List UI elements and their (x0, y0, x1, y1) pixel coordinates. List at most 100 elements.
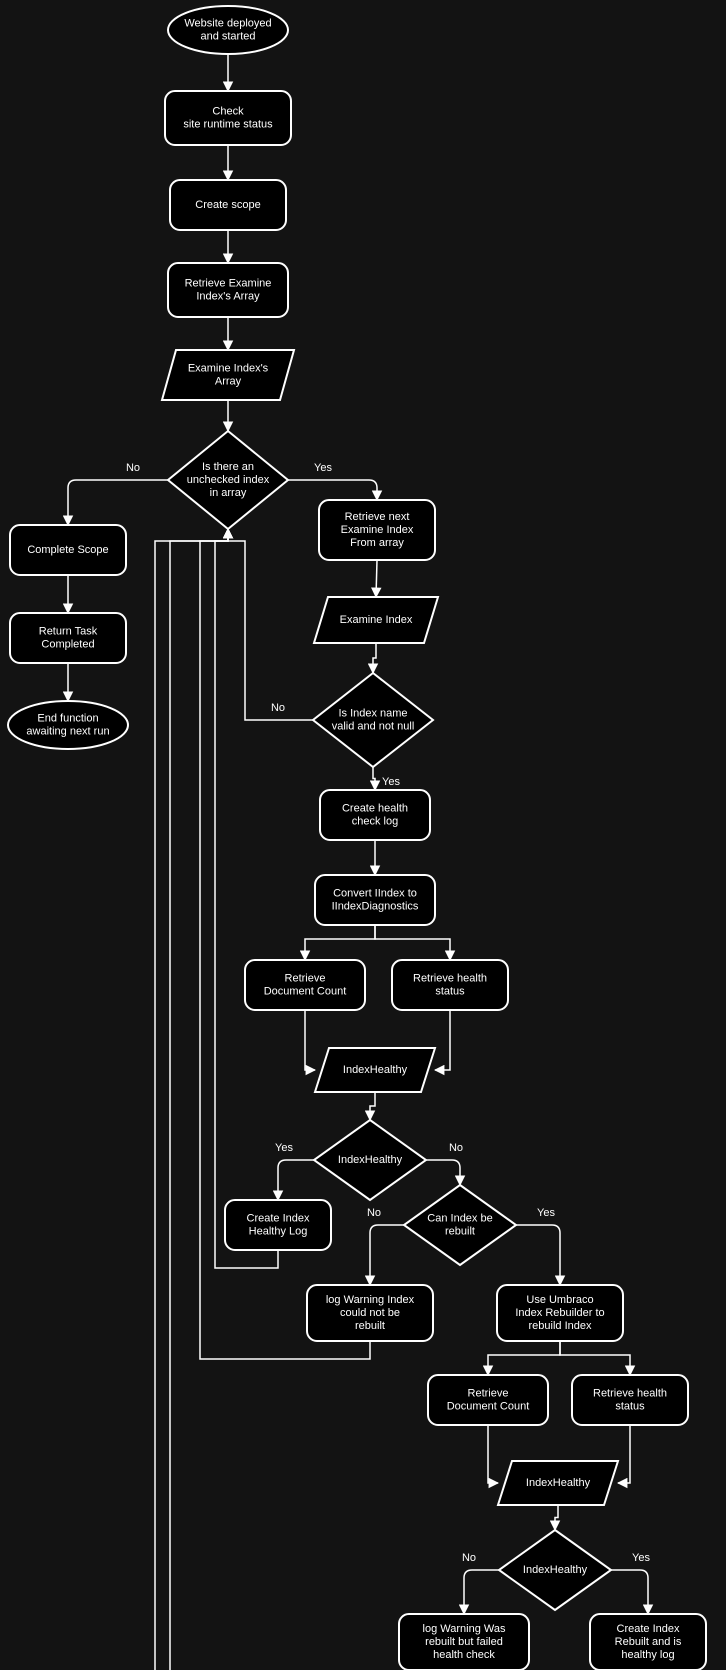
node-text: Healthy Log (249, 1225, 308, 1237)
node-text: Retrieve (285, 972, 326, 984)
edge-label: Yes (275, 1142, 293, 1154)
node-log_warn_failed: log Warning Wasrebuilt but failedhealth … (399, 1614, 529, 1670)
node-create_hc_log: Create healthcheck log (320, 790, 430, 840)
node-text: IndexHealthy (523, 1564, 588, 1576)
node-text: Examine Index (340, 614, 413, 626)
edge-label: Yes (537, 1207, 555, 1219)
node-can_rebuild_q: Can Index berebuilt (404, 1185, 516, 1265)
edge (68, 480, 168, 525)
node-text: Index Rebuilder to (515, 1307, 604, 1319)
node-complete_scope: Complete Scope (10, 525, 126, 575)
node-text: health check (433, 1649, 495, 1661)
edge (618, 1425, 630, 1483)
node-text: Retrieve next (345, 511, 410, 523)
edge-label: No (126, 462, 140, 474)
edge (278, 1160, 314, 1200)
edge-label: No (449, 1142, 463, 1154)
node-text: Array (215, 375, 242, 387)
node-text: Retrieve (468, 1387, 509, 1399)
node-retrieve_hs_1: Retrieve healthstatus (392, 960, 508, 1010)
node-text: rebuilt (445, 1225, 475, 1237)
node-text: Use Umbraco (526, 1294, 593, 1306)
node-text: Retrieve Examine (185, 277, 272, 289)
node-text: Is there an (202, 461, 254, 473)
node-text: log Warning Was (423, 1623, 506, 1635)
node-text: healthy log (621, 1649, 674, 1661)
node-text: Completed (41, 638, 94, 650)
edge (373, 643, 376, 673)
node-retrieve_doc_2: RetrieveDocument Count (428, 1375, 548, 1425)
node-end_function: End functionawaiting next run (8, 701, 128, 749)
edge (488, 1425, 498, 1483)
flowchart: NoYesYesYesNoNoYesNoYesNoWebsite deploye… (0, 0, 726, 1670)
node-text: Create scope (195, 199, 260, 211)
node-text: Is Index name (338, 707, 407, 719)
edge (488, 1341, 560, 1375)
edge (373, 767, 375, 790)
node-text: Create Index (617, 1623, 680, 1635)
edge (228, 529, 313, 720)
node-text: Create Index (247, 1212, 310, 1224)
edge (426, 1160, 460, 1185)
node-text: From array (350, 537, 404, 549)
node-text: Complete Scope (27, 544, 108, 556)
edge (305, 925, 375, 960)
node-text: Document Count (447, 1400, 530, 1412)
node-healthy_q1: IndexHealthy (314, 1120, 426, 1200)
edge (370, 1092, 375, 1120)
node-text: could not be (340, 1307, 400, 1319)
node-text: and started (200, 30, 255, 42)
node-check_runtime: Checksite runtime status (165, 91, 291, 145)
edge (555, 1505, 558, 1530)
edge (370, 1225, 404, 1285)
node-use_umbraco: Use UmbracoIndex Rebuilder torebuild Ind… (497, 1285, 623, 1341)
node-text: status (435, 985, 465, 997)
node-index_healthy_1: IndexHealthy (315, 1048, 435, 1092)
node-text: End function (37, 712, 98, 724)
edge (611, 1570, 648, 1614)
node-text: valid and not null (332, 720, 415, 732)
node-return_task: Return TaskCompleted (10, 613, 126, 663)
node-text: rebuild Index (529, 1320, 592, 1332)
node-convert_iindex: Convert IIndex toIIndexDiagnostics (315, 875, 435, 925)
edge (560, 1341, 630, 1375)
node-text: Examine Index's (188, 362, 269, 374)
edge-label: Yes (632, 1552, 650, 1564)
node-create_rebuilt: Create IndexRebuilt and ishealthy log (590, 1614, 706, 1670)
edge-label: Yes (314, 462, 332, 474)
node-unchecked_q: Is there anunchecked indexin array (168, 431, 288, 529)
node-text: Retrieve health (593, 1387, 667, 1399)
node-create_scope: Create scope (170, 180, 286, 230)
edge (288, 480, 377, 500)
node-text: IndexHealthy (526, 1477, 591, 1489)
node-retrieve_array: Retrieve ExamineIndex's Array (168, 263, 288, 317)
node-start: Website deployedand started (168, 6, 288, 54)
edge (516, 1225, 560, 1285)
node-text: Examine Index (341, 524, 414, 536)
node-retrieve_hs_2: Retrieve healthstatus (572, 1375, 688, 1425)
node-text: check log (352, 815, 398, 827)
node-create_healthy: Create IndexHealthy Log (225, 1200, 331, 1250)
node-text: site runtime status (183, 118, 273, 130)
node-retrieve_next: Retrieve nextExamine IndexFrom array (319, 500, 435, 560)
node-text: unchecked index (187, 474, 270, 486)
node-log_warn_norebuild: log Warning Indexcould not berebuilt (307, 1285, 433, 1341)
node-text: IndexHealthy (338, 1154, 403, 1166)
edge-label: No (367, 1207, 381, 1219)
edge (305, 1010, 315, 1070)
node-text: Retrieve health (413, 972, 487, 984)
node-text: Check (212, 105, 244, 117)
node-text: IIndexDiagnostics (332, 900, 419, 912)
node-text: Create health (342, 802, 408, 814)
edge (375, 925, 450, 960)
node-is_name_valid: Is Index namevalid and not null (313, 673, 433, 767)
node-text: rebuilt (355, 1320, 385, 1332)
edge (376, 560, 377, 597)
node-text: status (615, 1400, 645, 1412)
edge (464, 1570, 499, 1614)
node-text: IndexHealthy (343, 1064, 408, 1076)
edge (215, 529, 278, 1268)
node-index_healthy_2: IndexHealthy (498, 1461, 618, 1505)
edge (170, 529, 464, 1670)
node-text: Convert IIndex to (333, 887, 417, 899)
